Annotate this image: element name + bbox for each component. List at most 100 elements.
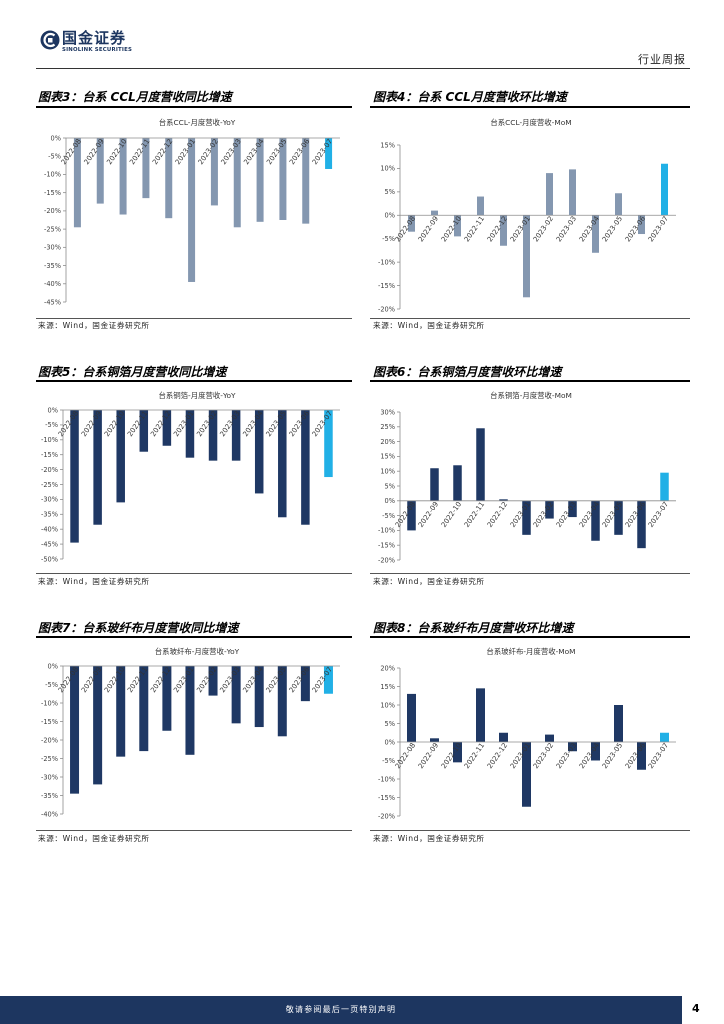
x-tick-label: 2023-07 [647,742,670,771]
y-tick-label: -20% [378,305,395,313]
x-tick-label: 2023-03 [555,742,578,771]
bar-2023-07 [661,163,668,216]
bar-2023-03 [569,169,576,216]
bar-2023-06 [637,500,646,549]
bar-2022-08 [407,693,416,742]
bar-2022-11 [139,666,149,752]
bar-2022-11 [142,138,150,199]
x-tick-label: 2023-05 [601,215,624,244]
figure-8-source-rule [370,830,690,831]
bar-2023-06 [300,666,310,702]
figure-4-caption: 图表4：台系 CCL月度营收环比增速 [373,90,567,104]
bar-2023-04 [591,500,600,541]
y-tick-label: -35% [44,262,61,270]
bar-2023-03 [231,666,241,724]
bar-2022-11 [139,410,149,452]
y-tick-label: 15% [380,141,395,149]
y-tick-label: 10% [380,701,395,709]
y-tick-label: 0% [385,497,395,505]
bar-2023-04 [256,138,264,222]
y-tick-label: -35% [41,511,58,519]
figure-6-source: 来源：Wind，国金证券研究所 [373,577,485,586]
y-tick-label: 15% [380,683,395,691]
y-tick-label: 20% [380,438,395,446]
bar-2022-10 [453,465,462,501]
bar-2022-09 [430,738,439,742]
y-tick-label: -30% [44,244,61,252]
y-tick-label: -10% [378,775,395,783]
bar-2023-07 [324,410,333,478]
bar-2023-03 [233,138,241,228]
bar-2022-09 [431,210,438,216]
bar-2022-08 [70,410,79,543]
bar-2023-06 [302,138,310,224]
bar-2023-03 [568,500,577,518]
figure-7-source-rule [36,830,352,831]
bar-2022-11 [476,428,485,501]
x-tick-label: 2023-03 [555,215,578,244]
plot-area: 15%10%5%0%-5%-10%-15%-20%2022-08 2022-09 2… [378,141,676,313]
bar-2023-04 [254,666,264,728]
figure-7-source: 来源：Wind，国金证券研究所 [38,834,150,843]
bar-2022-08 [70,666,80,794]
plot-area: 30% 25% 20% 15% 10% 5% 0% -5% -10% -15% -20% 2022-0… [378,408,676,564]
logo-text-cn: 国金证券 [62,29,127,47]
chart-title: 台系铜箔-月度营收-YoY [158,391,236,400]
bar-2022-12 [499,499,508,501]
report-type-label: 行业周报 [638,53,686,66]
y-tick-label: 20% [380,664,395,672]
footer-disclaimer: 敬请参阅最后一页特别声明 [285,1005,397,1014]
bar-2023-05 [615,193,622,216]
bar-2022-09 [93,666,103,785]
y-tick-label: 0% [385,738,395,746]
figure-3-caption-rule [36,106,352,108]
y-tick-label: -10% [378,258,395,266]
x-tick-label: 2022-08 [394,742,417,771]
figure-5-caption-rule [36,380,352,382]
bar-2023-01 [185,666,195,755]
chart-copper-foil-mom: 台系铜箔-月度营收-MoM 30% 25% 20% 15% 10% 5% 0% -5% -10%… [378,391,676,564]
bar-2022-11 [477,196,484,216]
bar-2022-08 [73,138,81,228]
y-tick-label: -10% [44,171,61,179]
bar-2023-07 [660,732,669,742]
figure-3-caption: 图表3：台系 CCL月度营收同比增速 [38,90,232,104]
figure-4-caption-rule [370,106,690,108]
bar-2023-06 [637,742,646,770]
y-tick-label: -45% [41,540,58,548]
x-tick-label: 2022-10 [440,500,463,529]
bar-2023-02 [546,173,553,216]
y-tick-label: -10% [378,527,395,535]
plot-area: 0%-5%-10%-15%-20%-25%-30%-35%-40%2022-08… [41,662,340,818]
figure-5-source-rule [36,573,352,574]
bar-2022-10 [119,138,127,215]
bar-2023-01 [522,500,531,535]
x-tick-label: 2022-09 [417,215,440,244]
bar-2023-05 [277,666,287,737]
x-tick-label: 2023-07 [647,215,670,244]
chart-title: 台系CCL-月度营收-MoM [490,118,571,127]
y-tick-label: -15% [378,282,395,290]
chart-glass-fabric-yoy: 台系玻纤布-月度营收-YoY 0% -5% -10% -15% -20% -25% -30%… [41,647,340,818]
x-tick-label: 2022-12 [486,500,509,529]
y-tick-label: 5% [385,188,395,196]
y-tick-label: -30% [41,773,58,781]
plot-area: 0%-5%-10%-15%-20%-25%-30%-35%-40%-45%202… [44,134,340,306]
bar-2022-12 [162,666,172,731]
x-tick-label: 2022-09 [417,742,440,771]
figure-7-caption-rule [36,636,352,638]
bar-2022-10 [453,742,462,763]
bar-2023-02 [208,410,218,461]
bar-2022-10 [454,215,461,237]
bar-2022-11 [476,688,485,742]
figure-3-source: 来源：Wind，国金证券研究所 [38,321,150,330]
figure-7-caption: 图表7：台系玻纤布月度营收同比增速 [38,621,239,635]
figure-3-source-rule [36,318,352,319]
sinolink-logo-icon [40,30,60,50]
y-tick-label: 25% [380,423,395,431]
bar-2023-06 [301,410,310,525]
bar-2023-07 [660,472,669,501]
y-tick-label: -30% [41,496,58,504]
bar-2023-05 [279,138,287,220]
y-tick-label: -5% [48,153,61,161]
